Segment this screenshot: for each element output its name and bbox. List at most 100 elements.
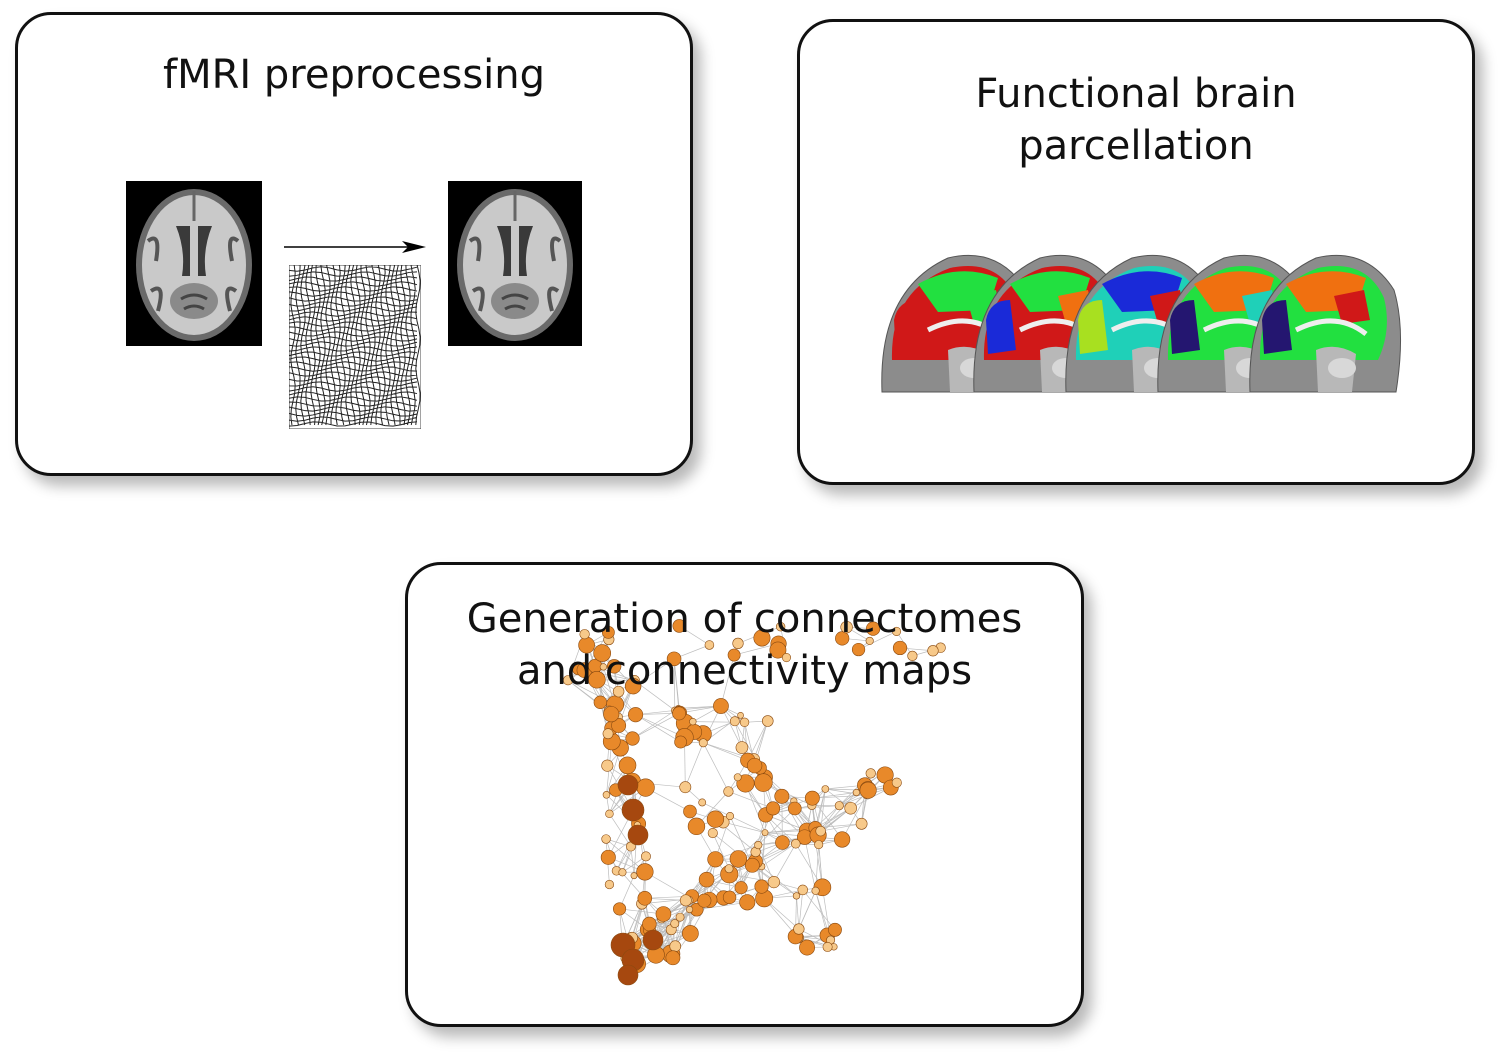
graph-node [735,741,749,754]
graph-node [697,893,712,908]
graph-node [621,798,645,822]
graph-node [689,717,697,726]
graph-node [612,685,625,698]
graph-node [665,950,681,966]
graph-node [859,781,877,799]
graph-node [601,834,611,844]
graph-node [835,631,850,646]
graph-node [605,809,614,819]
graph-node [624,677,642,695]
graph-node [679,894,692,907]
graph-node [672,619,687,633]
graph-node [679,781,692,794]
graph-node [642,916,657,932]
graph-node [637,891,653,906]
graph-node [844,801,857,815]
graph-node [769,641,787,659]
graph-node [799,939,815,956]
fmri-preprocessing-title: fMRI preprocessing [162,52,546,98]
graph-node [774,788,790,804]
graph-node [775,622,786,632]
connectome-title: Generation of connectomes and connectivi… [408,593,1081,697]
graph-node [672,706,687,721]
graph-node [606,659,622,674]
graph-node [698,738,708,748]
graph-node [761,829,769,836]
graph-node [617,964,639,986]
parcellation-title-line2: parcellation [1018,123,1254,169]
graph-node [834,801,844,811]
graph-node [706,810,725,828]
graph-node [729,716,740,727]
graph-node [593,695,608,710]
graph-node [855,817,868,830]
network-graph-icon [562,619,946,986]
graph-node [840,620,853,634]
graph-node [727,648,741,662]
graph-node [613,902,627,916]
graph-node [797,884,808,896]
graph-node [601,625,615,639]
graph-node [828,922,842,937]
graph-node [611,718,627,733]
graph-node [732,637,744,650]
graph-node [603,706,620,723]
graph-node [822,941,833,952]
graph-node [811,886,820,895]
graph-node [737,711,744,719]
graph-node [640,851,651,862]
graph-node [588,670,606,689]
connectome-title-line1: Generation of connectomes [466,596,1023,642]
graph-node [814,840,824,850]
graph-node [628,707,644,723]
graph-node [767,875,780,889]
graph-node [761,715,774,727]
graph-node [604,879,615,890]
graph-node [617,774,639,796]
arrow-right-icon [284,241,426,253]
graph-node [670,919,680,928]
connectome-title-line2: and connectivity maps [516,648,973,694]
graph-node [865,621,881,636]
graph-node [927,645,939,657]
parcellation-title-line1: Functional brain [975,71,1297,117]
graph-node [674,735,687,749]
graph-node [707,851,724,868]
graph-node [804,790,820,806]
graph-node [682,925,699,942]
graph-node [683,804,697,819]
graph-node [723,786,734,797]
graph-node [602,791,611,799]
graph-node [739,717,750,728]
graph-node [754,840,763,850]
graph-node [655,906,672,922]
graph-node [627,824,649,846]
graph-node [618,756,637,775]
graph-node [891,777,902,788]
graph-node [734,881,748,895]
graph-node [851,642,866,657]
brain-mri-registered-icon [448,181,582,346]
brain-mri-original-icon [126,181,262,346]
graph-node [781,652,792,663]
graph-node [579,629,590,640]
graph-node [722,890,737,905]
graph-node [865,636,874,645]
connectome-panel: Generation of connectomes and connectivi… [405,562,1084,1027]
graph-node [618,868,627,877]
graph-node [724,864,734,874]
graph-node [907,650,918,661]
graph-node [733,773,742,782]
graph-node [675,912,685,922]
graph-node [739,894,756,911]
graph-node [775,835,790,850]
graph-node [766,801,781,816]
graph-node [602,728,614,740]
sagittal-slice [1249,254,1402,393]
graph-node [792,892,801,900]
graph-node [636,778,655,797]
graph-node [713,698,729,714]
graph-node [642,929,664,951]
graph-node [788,801,802,816]
graph-node [753,629,771,647]
